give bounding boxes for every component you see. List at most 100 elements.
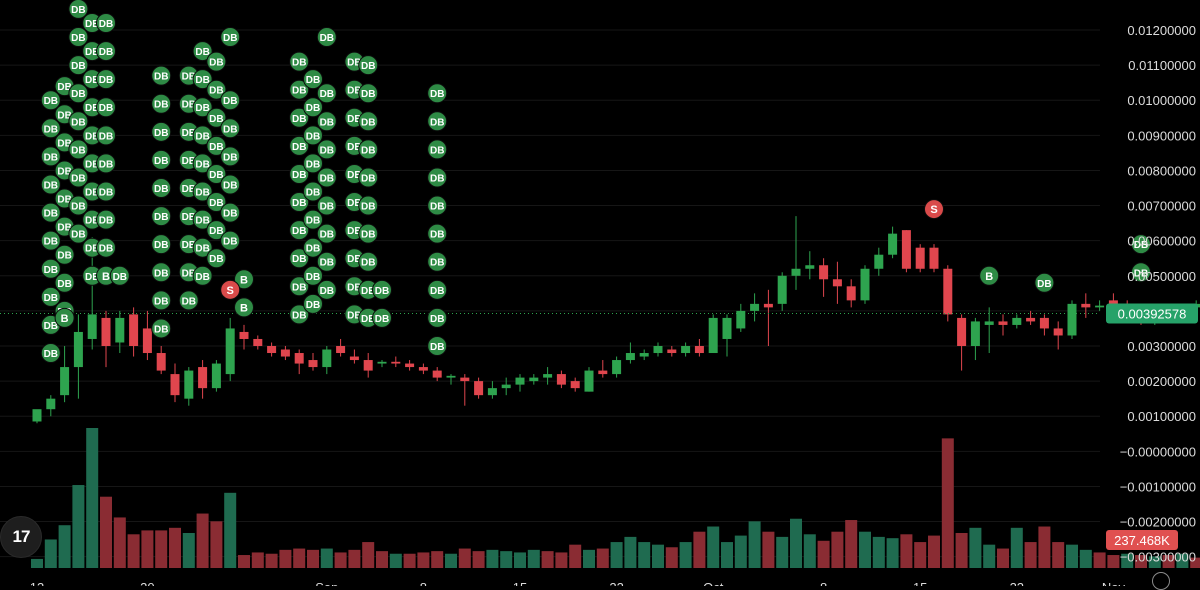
time-axis-tick-label: 15 — [513, 580, 527, 586]
candle-body — [460, 378, 469, 382]
signal-marker: DB — [152, 319, 171, 338]
signal-marker-label: DB — [154, 128, 168, 139]
chart-settings-icon[interactable] — [1152, 572, 1170, 590]
time-axis[interactable]: 1320Sep81522Oct81522Nov — [30, 580, 1126, 586]
signal-marker: DB — [152, 150, 171, 169]
candle-body — [681, 346, 690, 353]
signal-marker-label: DB — [99, 244, 113, 255]
signal-marker-label: DB — [44, 124, 58, 135]
signal-marker: DB — [317, 280, 336, 299]
price-axis-tick-label: 0.00100000 — [1127, 409, 1196, 424]
signal-marker-label: DB — [44, 349, 58, 360]
signal-marker: DB — [428, 140, 447, 159]
signal-marker-label: DB — [223, 237, 237, 248]
signal-marker-label: B — [240, 274, 248, 286]
volume-bar — [873, 537, 885, 568]
signal-marker: DB — [304, 210, 323, 229]
signal-marker: DB — [373, 280, 392, 299]
signal-marker-label: DB — [320, 145, 334, 156]
volume-bar — [569, 545, 581, 568]
volume-bar — [900, 534, 912, 568]
volume-bar — [887, 538, 899, 568]
time-axis-tick-label: Sep — [315, 580, 338, 586]
candle-body — [295, 353, 304, 364]
signal-marker-label: DB — [292, 58, 306, 69]
candle-body — [930, 248, 939, 269]
candle-body — [129, 314, 138, 346]
signal-marker-label: DB — [154, 324, 168, 335]
signal-marker-label: DB — [44, 96, 58, 107]
signal-marker: DB — [428, 196, 447, 215]
signal-marker-label: DB — [71, 173, 85, 184]
candle-body — [474, 381, 483, 395]
candle-body — [861, 269, 870, 301]
candle-body — [433, 371, 442, 378]
tradingview-logo[interactable]: 17 — [0, 516, 42, 558]
candle-body — [171, 374, 180, 395]
signal-marker-label: DB — [99, 19, 113, 30]
tradingview-logo-text: 17 — [13, 527, 30, 547]
volume-bars — [31, 428, 1200, 568]
price-axis[interactable]: 0.012000000.011000000.010000000.00900000… — [1120, 0, 1196, 565]
volume-bar — [197, 514, 209, 568]
candle-body — [943, 269, 952, 315]
signal-marker-label: DB — [361, 117, 375, 128]
signal-marker-label: DB — [154, 268, 168, 279]
signal-marker: DB — [1035, 273, 1054, 292]
candle-body — [792, 269, 801, 276]
volume-bar — [983, 545, 995, 568]
price-axis-tick-label: 0.00800000 — [1127, 163, 1196, 178]
volume-bar — [1011, 528, 1023, 568]
signal-marker: DB — [152, 263, 171, 282]
signal-marker: DB — [428, 308, 447, 327]
current-volume-value: 237.468K — [1114, 533, 1170, 548]
volume-bar — [528, 550, 540, 568]
volume-bar — [845, 520, 857, 568]
signal-marker: DB — [304, 294, 323, 313]
signal-marker-label: DB — [306, 75, 320, 86]
signal-marker-label: DB — [195, 216, 209, 227]
signal-marker: DB — [221, 175, 240, 194]
signal-marker-label: DB — [209, 198, 223, 209]
signal-marker-label: DB — [430, 258, 444, 269]
candle-body — [750, 304, 759, 311]
signal-marker: DB — [428, 112, 447, 131]
price-axis-tick-label: 0.00600000 — [1127, 234, 1196, 249]
signal-marker: DB — [304, 70, 323, 89]
candle-body — [309, 360, 318, 367]
candle-body — [102, 318, 111, 346]
candle-body — [488, 388, 497, 395]
signal-marker-label: DB — [154, 296, 168, 307]
signal-marker: DB — [304, 182, 323, 201]
signal-marker-label: DB — [1037, 279, 1051, 290]
signal-marker-label: DB — [430, 230, 444, 241]
candle-body — [723, 318, 732, 339]
volume-bar — [624, 537, 636, 568]
signal-marker-label: DB — [154, 212, 168, 223]
signal-marker-label: DB — [306, 131, 320, 142]
signal-marker-label: DB — [361, 145, 375, 156]
time-axis-tick-label: 22 — [1010, 580, 1024, 586]
signal-marker-label: DB — [195, 131, 209, 142]
price-axis-tick-label: 0.01100000 — [1128, 58, 1196, 73]
signal-marker-label: DB — [320, 117, 334, 128]
signal-marker-label: DB — [71, 117, 85, 128]
signal-marker-label: DB — [209, 58, 223, 69]
signal-marker-label: DB — [154, 240, 168, 251]
time-axis-tick-label: 20 — [140, 580, 154, 586]
signal-marker: DB — [428, 337, 447, 356]
candle-body — [322, 350, 331, 368]
signal-marker-label: DB — [154, 184, 168, 195]
signal-marker-label: DB — [292, 282, 306, 293]
candle-body — [350, 357, 359, 361]
signal-marker: DB — [110, 266, 129, 285]
signal-marker: DB — [193, 266, 212, 285]
signal-marker-label: DB — [292, 226, 306, 237]
time-axis-tick-label: 22 — [609, 580, 623, 586]
candle-body — [957, 318, 966, 346]
candle-body — [46, 399, 55, 410]
signal-marker: DB — [359, 84, 378, 103]
signal-marker-label: DB — [292, 114, 306, 125]
signal-marker-label: DB — [361, 89, 375, 100]
